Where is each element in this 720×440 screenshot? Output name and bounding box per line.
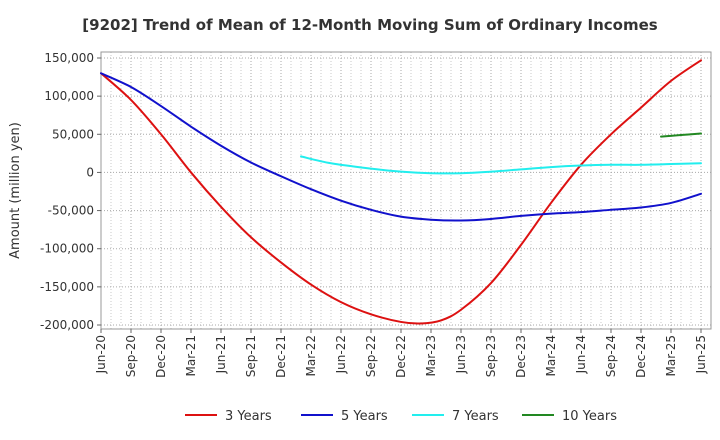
y-tick-label: -50,000 xyxy=(48,204,94,218)
y-tick-label: -200,000 xyxy=(40,318,94,332)
x-tick-label: Mar-24 xyxy=(544,335,558,376)
x-tick-label: Sep-20 xyxy=(124,335,138,377)
series-line-5-years xyxy=(100,72,702,222)
x-tick-label: Dec-23 xyxy=(514,335,528,378)
y-axis-label: Amount (million yen) xyxy=(8,122,23,259)
series-line-7-years xyxy=(300,155,702,175)
legend-label-5-years: 5 Years xyxy=(341,409,388,424)
x-tick-label: Sep-22 xyxy=(364,335,378,377)
x-tick-label: Dec-24 xyxy=(634,335,648,378)
x-tick-label: Dec-22 xyxy=(394,335,408,378)
x-tick-label: Jun-24 xyxy=(574,335,588,374)
y-tick-label: -100,000 xyxy=(40,242,94,256)
x-tick-label: Sep-21 xyxy=(244,335,258,377)
chart-title: [9202] Trend of Mean of 12-Month Moving … xyxy=(82,16,657,34)
series-line-10-years xyxy=(660,132,702,138)
x-tick-label: Jun-23 xyxy=(454,335,468,374)
series-line-3-years xyxy=(100,59,702,325)
x-tick-label: Sep-23 xyxy=(484,335,498,377)
legend: 3 Years 5 Years 7 Years 10 Years xyxy=(185,409,617,424)
x-tick-label: Mar-21 xyxy=(184,335,198,376)
y-tick-label: 150,000 xyxy=(44,51,94,65)
x-tick-label: Jun-22 xyxy=(334,335,348,374)
x-tick-label: Dec-21 xyxy=(274,335,288,378)
x-tick-label: Dec-20 xyxy=(154,335,168,378)
legend-label-10-years: 10 Years xyxy=(562,409,617,424)
grid xyxy=(101,52,711,329)
x-tick-label: Jun-25 xyxy=(694,335,708,374)
y-tick-label: -150,000 xyxy=(40,280,94,294)
x-tick-label: Mar-25 xyxy=(664,335,678,376)
legend-label-3-years: 3 Years xyxy=(225,409,272,424)
y-axis-ticks: 150,000 100,000 50,000 0 -50,000 -100,000 -150… xyxy=(40,51,101,332)
y-tick-label: 100,000 xyxy=(44,89,94,103)
x-tick-label: Jun-20 xyxy=(94,335,108,374)
y-tick-label: 50,000 xyxy=(52,127,94,141)
x-tick-label: Mar-23 xyxy=(424,335,438,376)
legend-label-7-years: 7 Years xyxy=(452,409,499,424)
plot-frame xyxy=(100,51,712,330)
x-axis-ticks: Jun-20 Sep-20 Dec-20 Mar-21 Jun-21 Sep-21 Dec-… xyxy=(94,329,708,378)
series-lines xyxy=(100,59,702,325)
x-tick-label: Sep-24 xyxy=(604,335,618,377)
y-tick-label: 0 xyxy=(86,165,94,179)
x-tick-label: Jun-21 xyxy=(214,335,228,374)
x-tick-label: Mar-22 xyxy=(304,335,318,376)
